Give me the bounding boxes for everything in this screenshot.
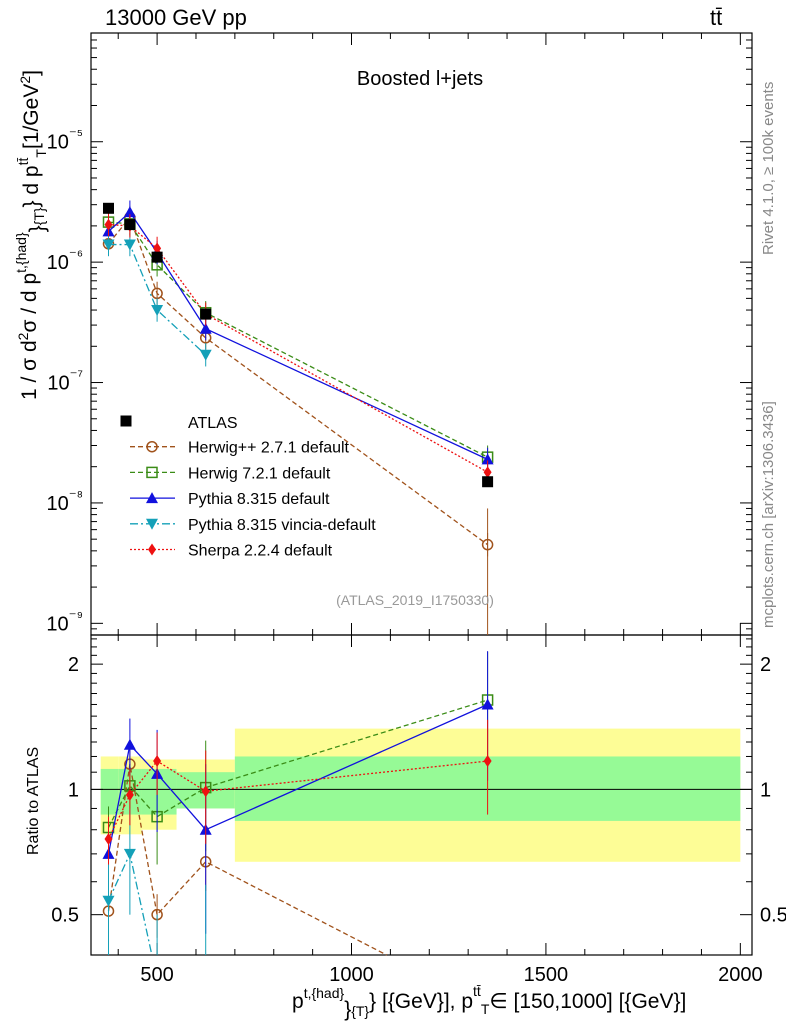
main-y-axis-label: 1 / σ d2σ / d pt,{had}}{T}} d ptt̄T[1/Ge… xyxy=(13,70,49,400)
y-tick-label-0: 10⁻⁹ xyxy=(46,608,83,635)
x-tick-label-500: 500 xyxy=(140,964,173,986)
analysis-tag: (ATLAS_2019_I1750330) xyxy=(336,592,494,608)
legend-label-0: Herwig++ 2.7.1 default xyxy=(188,440,350,457)
legend-label-2: Pythia 8.315 default xyxy=(188,491,330,508)
ratio-point-3-1 xyxy=(123,848,136,860)
main-frame xyxy=(90,32,753,636)
main-point-2-1 xyxy=(123,206,136,218)
legend-marker-2 xyxy=(146,492,158,504)
main-line-1 xyxy=(108,221,488,458)
main-series xyxy=(102,200,494,635)
ratio-frame-box xyxy=(90,634,753,956)
ratio-y-label-right-1: 1 xyxy=(760,779,771,801)
legend-label-3: Pythia 8.315 vincia-default xyxy=(188,517,376,534)
legend-label-atlas: ATLAS xyxy=(188,415,238,432)
x-axis-label: pt,{had}}{T}} [{GeV}], ptt̄T∈ [150,1000]… xyxy=(292,983,686,1021)
ratio-uncertainty-bands xyxy=(91,728,752,862)
main-point-3-2 xyxy=(151,305,164,317)
ratio-y-label-left-2: 2 xyxy=(68,654,79,676)
rivet-label: Rivet 4.1.0, ≥ 100k events xyxy=(760,82,777,255)
y-tick-label-1: 10⁻⁸ xyxy=(47,488,84,515)
band-inner-0 xyxy=(100,768,119,815)
ratio-y-label-left-1: 1 xyxy=(68,779,79,801)
ratio-point-2-1 xyxy=(123,738,136,750)
legend-marker-0 xyxy=(146,440,158,453)
legend-label-4: Sherpa 2.2.4 default xyxy=(188,543,333,560)
ratio-point-4-1 xyxy=(125,788,134,801)
main-point-3-1 xyxy=(123,239,136,251)
ratio-y-label-right-2: 2 xyxy=(760,654,771,676)
ratio-point-4-0 xyxy=(104,833,113,846)
main-point-2-4 xyxy=(481,453,494,465)
atlas-point-0 xyxy=(102,202,114,214)
atlas-point-2 xyxy=(151,251,163,263)
ratio-point-4-2 xyxy=(153,755,162,768)
mcplots-label: mcplots.cern.ch [arXiv:1306.3436] xyxy=(760,401,777,628)
y-tick-label-2: 10⁻⁷ xyxy=(47,368,83,395)
ratio-y-label-left-0: 0.5 xyxy=(51,905,79,927)
x-tick-label-2000: 2000 xyxy=(718,964,763,986)
ratio-point-2-4 xyxy=(481,698,494,710)
main-point-2-3 xyxy=(199,322,212,334)
legend-label-1: Herwig 7.2.1 default xyxy=(188,465,331,482)
main-line-2 xyxy=(108,211,488,460)
ratio-y-axis-label: Ratio to ATLAS xyxy=(25,747,42,855)
main-line-4 xyxy=(108,223,488,473)
atlas-point-1 xyxy=(124,219,136,231)
atlas-point-3 xyxy=(200,308,212,320)
ratio-point-3-0 xyxy=(102,895,115,907)
main-point-4-4 xyxy=(483,466,492,479)
ratio-series xyxy=(102,651,494,956)
chart-title: Boosted l+jets xyxy=(357,68,483,90)
ratio-point-4-4 xyxy=(483,755,492,768)
labels: 500 1000 1500 2000 10⁻⁹ 10⁻⁸ 10⁻⁷ 10⁻⁶ 10⁻⁵ 0.5 0.… xyxy=(13,68,786,1021)
main-point-3-3 xyxy=(199,349,212,361)
ratio-line-0 xyxy=(107,764,387,956)
legend: ATLAS Herwig++ 2.7.1 default Herwig 7.2.1 … xyxy=(120,415,376,560)
ratio-frame xyxy=(90,634,753,956)
legend-marker-4 xyxy=(148,543,156,556)
main-point-4-2 xyxy=(153,242,162,255)
main-point-4-0 xyxy=(104,218,113,231)
ratio-line-1 xyxy=(107,699,488,828)
legend-marker-atlas xyxy=(120,415,132,427)
legend-marker-3 xyxy=(146,518,158,530)
y-tick-label-4: 10⁻⁵ xyxy=(47,127,83,154)
y-tick-label-3: 10⁻⁶ xyxy=(47,247,83,274)
x-tick-label-1500: 1500 xyxy=(524,964,569,986)
x-tick-label-1000: 1000 xyxy=(329,964,374,986)
legend-marker-1 xyxy=(146,466,158,479)
ratio-point-4-3 xyxy=(201,785,210,798)
main-point-3-0 xyxy=(102,239,115,251)
atlas-point-4 xyxy=(482,476,494,488)
ratio-y-label-right-0: 0.5 xyxy=(760,905,786,927)
process-label: tt̄ xyxy=(710,5,723,30)
energy-label: 13000 GeV pp xyxy=(105,5,247,30)
